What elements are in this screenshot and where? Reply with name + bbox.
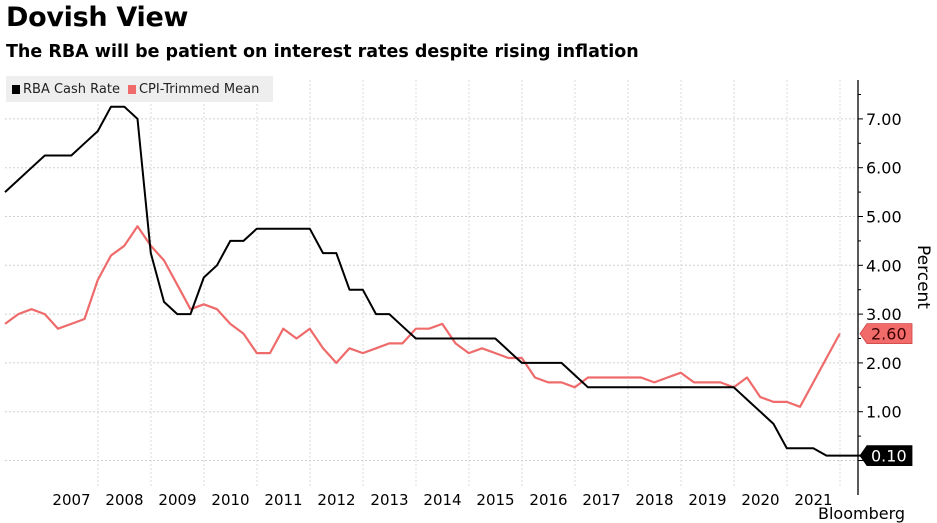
x-tick-label: 2016 (529, 491, 567, 509)
source-label: Bloomberg (818, 504, 906, 523)
x-axis-labels: 2007 2008 2009 2010 2011 2012 2013 2014 2015 2016… (52, 491, 832, 509)
y-tick-label: 1.00 (866, 403, 902, 422)
x-tick-label: 2020 (741, 491, 779, 509)
y-tick-label: 4.00 (866, 256, 902, 275)
y-tick-label: 6.00 (866, 159, 902, 178)
legend: RBA Cash Rate CPI-Trimmed Mean (6, 76, 274, 102)
legend-swatch-black (12, 84, 20, 94)
last-value-tag (859, 445, 913, 467)
y-tick-label: 7.00 (866, 110, 902, 129)
legend-item-rba-cash-rate: RBA Cash Rate (12, 82, 120, 97)
y-axis-label: Percent (913, 245, 933, 309)
legend-swatch-red (127, 84, 136, 94)
last-value-label: 0.10 (871, 447, 907, 466)
x-tick-label: 2017 (582, 491, 620, 509)
x-tick-label: 2007 (52, 491, 90, 509)
x-tick-label: 2019 (688, 491, 726, 509)
x-tick-label: 2009 (158, 491, 196, 509)
x-tick-label: 2008 (105, 491, 143, 509)
last-value-label: 2.60 (871, 325, 907, 344)
last-value-tag (859, 323, 913, 345)
x-tick-label: 2012 (317, 491, 355, 509)
series-line-rba-cash-rate (4, 105, 880, 457)
y-tick-label: 3.00 (866, 305, 902, 324)
x-tick-label: 2018 (635, 491, 673, 509)
chart-subtitle: The RBA will be patient on interest rate… (6, 42, 639, 62)
y-tick-label: 2.00 (866, 354, 902, 373)
x-tick-label: 2011 (264, 491, 302, 509)
y-axis: 1.00 2.00 3.00 4.00 5.00 6.00 7.00 (857, 80, 902, 495)
gridlines (5, 80, 858, 487)
y-tick-label: 5.00 (866, 208, 902, 227)
last-value-tags: 0.10 2.60 (859, 323, 913, 467)
chart-title: Dovish View (6, 2, 189, 33)
legend-label: RBA Cash Rate (23, 81, 120, 97)
x-tick-label: 2010 (211, 491, 249, 509)
x-tick-label: 2021 (794, 491, 832, 509)
series-lines (4, 105, 880, 457)
x-tick-label: 2013 (370, 491, 408, 509)
x-tick-label: 2015 (476, 491, 514, 509)
series-line-cpi-trimmed-mean (4, 225, 841, 408)
legend-item-cpi-trimmed-mean: CPI-Trimmed Mean (127, 81, 260, 97)
x-tick-label: 2014 (423, 491, 461, 509)
legend-label: CPI-Trimmed Mean (138, 81, 260, 97)
